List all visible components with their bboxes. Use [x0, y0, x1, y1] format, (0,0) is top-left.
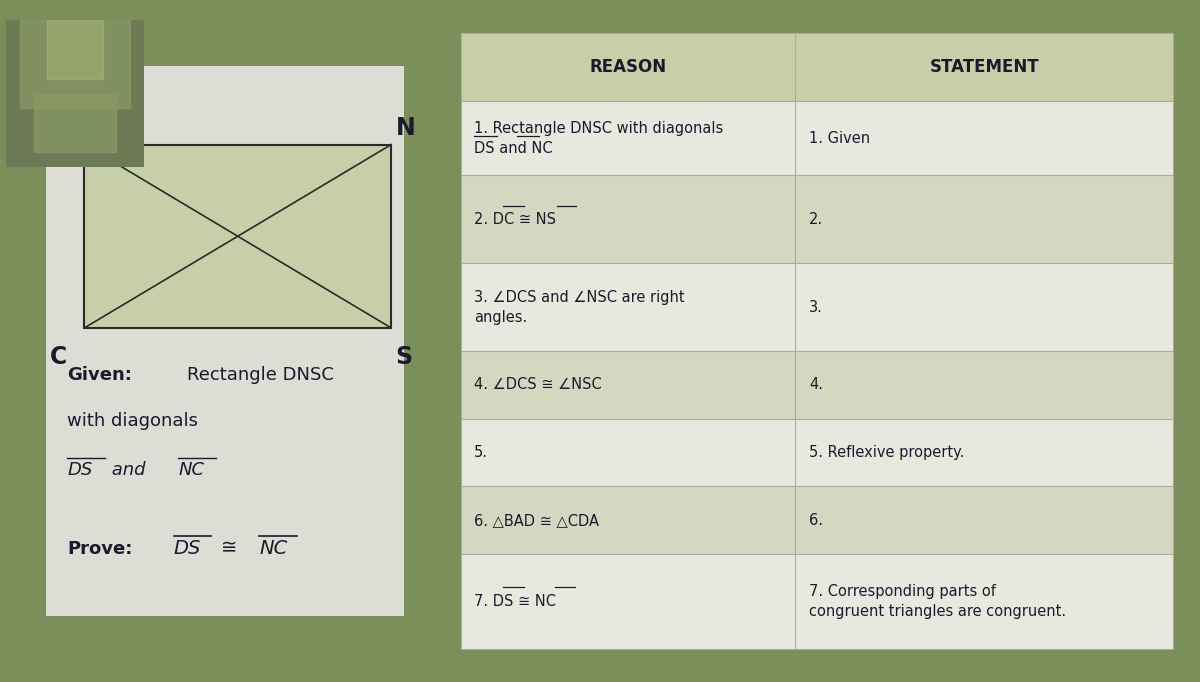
Bar: [461, 101, 1174, 175]
Text: REASON: REASON: [589, 58, 666, 76]
Text: NC: NC: [178, 461, 204, 479]
Text: 3.: 3.: [809, 299, 823, 314]
Text: C: C: [50, 345, 67, 369]
Text: 6. △BAD ≅ △CDA: 6. △BAD ≅ △CDA: [474, 513, 599, 528]
Text: DS: DS: [67, 461, 92, 479]
Text: and: and: [106, 461, 151, 479]
Text: 2. DC ≅ NS: 2. DC ≅ NS: [474, 212, 556, 227]
Text: 4. ∠DCS ≅ ∠NSC: 4. ∠DCS ≅ ∠NSC: [474, 377, 601, 392]
Bar: [48, 20, 103, 79]
Text: STATEMENT: STATEMENT: [929, 58, 1039, 76]
Text: 3. ∠DCS and ∠NSC are right
angles.: 3. ∠DCS and ∠NSC are right angles.: [474, 290, 685, 325]
Text: 1. Given: 1. Given: [809, 131, 870, 146]
Text: S: S: [396, 345, 413, 369]
Text: NC: NC: [259, 539, 287, 558]
Text: Rectangle DNSC: Rectangle DNSC: [187, 366, 334, 384]
Bar: [461, 33, 1174, 101]
Text: with diagonals: with diagonals: [67, 412, 198, 430]
Text: DS: DS: [174, 539, 202, 558]
Bar: [84, 145, 391, 328]
Text: 5. Reflexive property.: 5. Reflexive property.: [809, 445, 965, 460]
Text: Prove:: Prove:: [67, 539, 133, 558]
Bar: [19, 20, 131, 108]
Bar: [46, 66, 404, 616]
Text: ≅: ≅: [221, 539, 238, 558]
Text: 7. DS ≅ NC: 7. DS ≅ NC: [474, 594, 556, 609]
Text: 5.: 5.: [474, 445, 488, 460]
Text: N: N: [396, 116, 415, 140]
Bar: [461, 486, 1174, 554]
Text: D: D: [59, 116, 78, 140]
Bar: [461, 175, 1174, 263]
Text: Given:: Given:: [67, 366, 132, 384]
Text: 7. Corresponding parts of
congruent triangles are congruent.: 7. Corresponding parts of congruent tria…: [809, 584, 1066, 619]
Bar: [461, 351, 1174, 419]
Text: 1. Rectangle DNSC with diagonals
DS and NC: 1. Rectangle DNSC with diagonals DS and …: [474, 121, 724, 155]
Text: 4.: 4.: [809, 377, 823, 392]
Bar: [461, 263, 1174, 351]
Text: 2.: 2.: [809, 212, 823, 227]
Bar: [34, 93, 116, 153]
Text: 6.: 6.: [809, 513, 823, 528]
Bar: [461, 419, 1174, 486]
Bar: [461, 554, 1174, 649]
